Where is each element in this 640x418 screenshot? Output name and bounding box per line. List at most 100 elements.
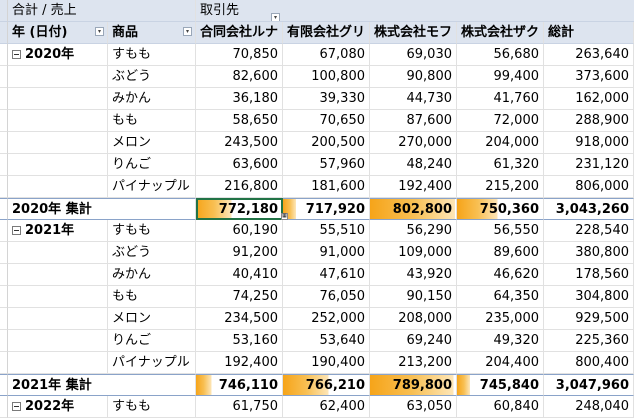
subtotal-cell[interactable]: 772,180 [196, 198, 283, 220]
value-cell[interactable]: 234,500 [196, 308, 283, 330]
value-cell[interactable]: 60,190 [196, 220, 283, 242]
row-total-cell[interactable]: 918,000 [544, 132, 634, 154]
subtotal-total-cell[interactable]: 3,043,260 [544, 198, 634, 220]
year-cell[interactable] [8, 352, 108, 374]
year-cell[interactable] [8, 88, 108, 110]
year-field-header[interactable]: 年 (日付) ▾ [8, 22, 108, 44]
row-total-cell[interactable]: 373,600 [544, 66, 634, 88]
subtotal-cell[interactable]: 717,920 [283, 198, 370, 220]
value-cell[interactable]: 56,550 [457, 220, 544, 242]
value-cell[interactable]: 39,330 [283, 88, 370, 110]
product-cell[interactable]: もも [108, 286, 196, 308]
subtotal-cell[interactable]: 802,800 [370, 198, 457, 220]
product-cell[interactable]: メロン [108, 132, 196, 154]
value-cell[interactable]: 90,800 [370, 66, 457, 88]
year-cell[interactable] [8, 132, 108, 154]
product-cell[interactable]: りんご [108, 154, 196, 176]
value-cell[interactable]: 70,850 [196, 44, 283, 66]
year-cell[interactable] [8, 242, 108, 264]
row-total-cell[interactable]: 263,640 [544, 44, 634, 66]
product-cell[interactable]: みかん [108, 88, 196, 110]
value-field-label[interactable]: 合計 / 売上 [8, 0, 196, 22]
year-filter-dropdown-icon[interactable]: ▾ [95, 27, 104, 36]
value-cell[interactable]: 74,250 [196, 286, 283, 308]
value-cell[interactable]: 109,000 [370, 242, 457, 264]
value-cell[interactable]: 53,640 [283, 330, 370, 352]
product-cell[interactable]: りんご [108, 330, 196, 352]
row-total-cell[interactable]: 178,560 [544, 264, 634, 286]
customer-header-2[interactable]: 株式会社モフ [370, 22, 457, 44]
subtotal-label[interactable]: 2021年 集計 [8, 374, 196, 396]
value-cell[interactable]: 90,150 [370, 286, 457, 308]
year-cell[interactable]: 2021年 [8, 220, 108, 242]
row-total-cell[interactable]: 231,120 [544, 154, 634, 176]
row-total-cell[interactable]: 806,000 [544, 176, 634, 198]
value-cell[interactable]: 63,050 [370, 396, 457, 418]
row-total-cell[interactable]: 288,900 [544, 110, 634, 132]
value-cell[interactable]: 41,760 [457, 88, 544, 110]
value-cell[interactable]: 82,600 [196, 66, 283, 88]
year-cell[interactable] [8, 110, 108, 132]
value-cell[interactable]: 190,400 [283, 352, 370, 374]
value-cell[interactable]: 62,400 [283, 396, 370, 418]
subtotal-cell[interactable]: 766,210 [283, 374, 370, 396]
row-total-cell[interactable]: 929,500 [544, 308, 634, 330]
subtotal-total-cell[interactable]: 3,047,960 [544, 374, 634, 396]
product-cell[interactable]: ぶどう [108, 242, 196, 264]
product-filter-dropdown-icon[interactable]: ▾ [183, 27, 192, 36]
value-cell[interactable]: 208,000 [370, 308, 457, 330]
value-cell[interactable]: 192,400 [196, 352, 283, 374]
value-cell[interactable]: 91,000 [283, 242, 370, 264]
year-cell[interactable] [8, 264, 108, 286]
collapse-minus-icon[interactable] [12, 402, 21, 411]
collapse-minus-icon[interactable] [12, 50, 21, 59]
subtotal-cell[interactable]: 789,800 [370, 374, 457, 396]
row-total-cell[interactable]: 228,540 [544, 220, 634, 242]
year-cell[interactable] [8, 330, 108, 352]
value-cell[interactable]: 76,050 [283, 286, 370, 308]
row-total-cell[interactable]: 162,000 [544, 88, 634, 110]
subtotal-cell[interactable]: 745,840 [457, 374, 544, 396]
value-cell[interactable]: 61,750 [196, 396, 283, 418]
value-cell[interactable]: 215,200 [457, 176, 544, 198]
product-cell[interactable]: すもも [108, 396, 196, 418]
value-cell[interactable]: 91,200 [196, 242, 283, 264]
year-cell[interactable]: 2022年 [8, 396, 108, 418]
value-cell[interactable]: 47,610 [283, 264, 370, 286]
value-cell[interactable]: 69,030 [370, 44, 457, 66]
product-cell[interactable]: パイナップル [108, 176, 196, 198]
row-total-cell[interactable]: 380,800 [544, 242, 634, 264]
value-cell[interactable]: 89,600 [457, 242, 544, 264]
value-cell[interactable]: 216,800 [196, 176, 283, 198]
customer-header-1[interactable]: 有限会社グリ [283, 22, 370, 44]
column-filter-dropdown-icon[interactable]: ▾ [271, 13, 280, 21]
value-cell[interactable]: 204,000 [457, 132, 544, 154]
subtotal-cell[interactable]: 750,360 [457, 198, 544, 220]
value-cell[interactable]: 70,650 [283, 110, 370, 132]
product-cell[interactable]: メロン [108, 308, 196, 330]
value-cell[interactable]: 235,000 [457, 308, 544, 330]
year-cell[interactable] [8, 286, 108, 308]
value-cell[interactable]: 46,620 [457, 264, 544, 286]
value-cell[interactable]: 49,320 [457, 330, 544, 352]
product-field-header[interactable]: 商品 ▾ [108, 22, 196, 44]
customer-header-3[interactable]: 株式会社ザク [457, 22, 544, 44]
value-cell[interactable]: 64,350 [457, 286, 544, 308]
value-cell[interactable]: 55,510 [283, 220, 370, 242]
value-cell[interactable]: 200,500 [283, 132, 370, 154]
value-cell[interactable]: 252,000 [283, 308, 370, 330]
value-cell[interactable]: 270,000 [370, 132, 457, 154]
year-cell[interactable] [8, 154, 108, 176]
customer-header-0[interactable]: 合同会社ルナ [196, 22, 283, 44]
row-total-cell[interactable]: 248,040 [544, 396, 634, 418]
value-cell[interactable]: 48,240 [370, 154, 457, 176]
value-cell[interactable]: 58,650 [196, 110, 283, 132]
row-total-cell[interactable]: 800,400 [544, 352, 634, 374]
value-cell[interactable]: 213,200 [370, 352, 457, 374]
subtotal-label[interactable]: 2020年 集計 [8, 198, 196, 220]
product-cell[interactable]: すもも [108, 44, 196, 66]
row-total-cell[interactable]: 304,800 [544, 286, 634, 308]
value-cell[interactable]: 243,500 [196, 132, 283, 154]
column-field-cell[interactable]: 取引先 ▾ [196, 0, 634, 22]
value-cell[interactable]: 44,730 [370, 88, 457, 110]
